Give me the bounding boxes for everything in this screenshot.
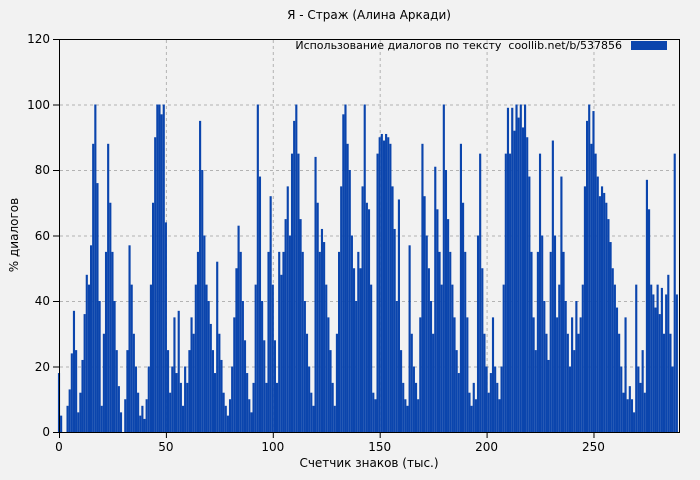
x-tick-label: 0 [55, 440, 63, 454]
y-tick-label: 60 [34, 228, 50, 243]
legend-swatch [631, 41, 667, 50]
y-tick-label: 40 [34, 294, 50, 308]
x-tick-label: 250 [582, 440, 605, 454]
chart-title: Я - Страж (Алина Аркади) [287, 8, 451, 22]
legend: Использование диалогов по тексту coollib… [295, 39, 667, 52]
x-tick-label: 150 [368, 440, 392, 454]
x-tick-label: 50 [158, 440, 174, 454]
y-tick-label: 100 [27, 97, 50, 112]
y-tick-label: 80 [34, 163, 50, 177]
legend-label: Использование диалогов по тексту coollib… [295, 39, 622, 52]
y-tick-label: 0 [42, 425, 50, 439]
x-tick-label: 200 [475, 440, 499, 454]
x-axis-label: Счетчик знаков (тыс.) [299, 456, 439, 470]
y-tick-label: 120 [27, 32, 50, 46]
x-tick-label: 100 [261, 440, 285, 454]
y-tick-label: 20 [34, 359, 50, 374]
